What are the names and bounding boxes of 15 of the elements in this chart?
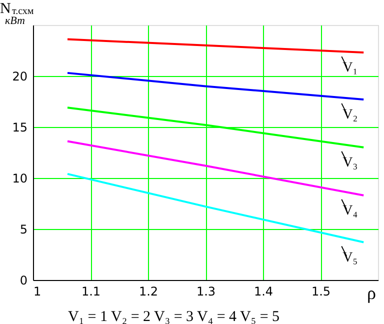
y-tick-label: 15 — [12, 120, 28, 134]
x-tick-label: 1.1 — [81, 284, 101, 298]
y-tick-label: 10 — [12, 172, 28, 186]
x-tick-label: 1.3 — [196, 284, 216, 298]
x-tick-label: 1 — [34, 284, 42, 298]
text: V₁ = 1 V₂ = 2 V₃ = 3 V₄ = 4 V₅ = 5 — [68, 309, 280, 324]
y-tick-label: 0 — [20, 274, 28, 288]
y-tick-label: 5 — [20, 222, 28, 236]
y-tick-label: 20 — [12, 70, 28, 84]
x-tick-label: 1.4 — [254, 284, 274, 298]
text: кВт — [5, 15, 25, 27]
x-tick-label: 1.2 — [138, 284, 158, 298]
x-tick-label: 1.5 — [311, 284, 331, 298]
x-axis-title: ρ — [367, 283, 376, 303]
y-axis-title: Nт.схм — [0, 1, 34, 17]
